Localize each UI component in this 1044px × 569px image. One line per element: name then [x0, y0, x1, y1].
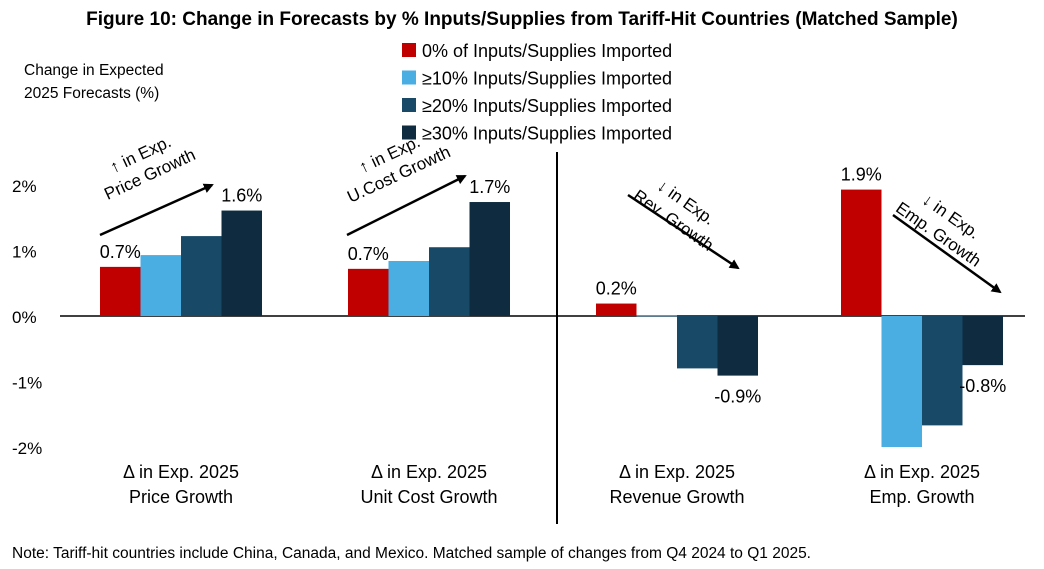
- annotation: ↑ in Exp.Price Growth: [101, 132, 198, 204]
- x-axis-categories: Δ in Exp. 2025 Price Growth Δ in Exp. 2025…: [123, 462, 980, 507]
- bar: [469, 202, 510, 316]
- data-label: 1.7%: [469, 177, 510, 197]
- y-tick-label: 0%: [12, 308, 37, 327]
- legend-swatch: [402, 98, 416, 112]
- bar: [636, 315, 677, 317]
- annotation-arrow: [346, 174, 467, 237]
- bar: [140, 255, 181, 316]
- data-label: 0.7%: [100, 242, 141, 262]
- legend-label: 0% of Inputs/Supplies Imported: [422, 41, 672, 61]
- legend: 0% of Inputs/Supplies Imported ≥10% Input…: [402, 41, 672, 144]
- bar: [181, 236, 222, 316]
- annotation-arrow: [99, 183, 214, 237]
- category-label: Revenue Growth: [609, 487, 744, 507]
- bar: [677, 316, 718, 369]
- y-axis-title: Change in Expected 2025 Forecasts (%): [24, 62, 164, 102]
- legend-swatch: [402, 43, 416, 57]
- data-label: -0.8%: [959, 376, 1006, 396]
- plot-area: [60, 152, 1025, 524]
- bar: [429, 247, 470, 316]
- y-tick-label: -2%: [12, 439, 42, 458]
- y-tick-label: -1%: [12, 374, 42, 393]
- category-label: Δ in Exp. 2025: [864, 462, 980, 482]
- category-label: Δ in Exp. 2025: [371, 462, 487, 482]
- y-axis-title-line: 2025 Forecasts (%): [24, 85, 159, 102]
- data-label: 0.2%: [596, 279, 637, 299]
- bar: [922, 316, 963, 426]
- legend-swatch: [402, 70, 416, 85]
- bar: [388, 260, 429, 316]
- bar: [221, 210, 262, 316]
- legend-label: ≥10% Inputs/Supplies Imported: [422, 69, 672, 89]
- legend-swatch: [402, 125, 416, 140]
- annotation-arrow: [627, 193, 740, 270]
- y-tick-label: 1%: [12, 243, 37, 262]
- legend-label: ≥20% Inputs/Supplies Imported: [422, 96, 672, 116]
- bar: [348, 268, 389, 316]
- data-label: 0.7%: [348, 244, 389, 264]
- annotation-arrow: [892, 213, 1002, 294]
- data-label: 1.9%: [841, 165, 882, 185]
- bar: [717, 316, 758, 376]
- data-label: -0.9%: [714, 387, 761, 407]
- category-label: Price Growth: [129, 487, 233, 507]
- data-labels: 0.7% 1.6% 0.7% 1.7% 0.2% -0.9% 1.9% -0.8%: [100, 165, 1007, 407]
- data-label: 1.6%: [221, 186, 262, 206]
- bar: [962, 316, 1003, 366]
- annotation: ↓ in Exp.Rev. Growth: [630, 176, 718, 255]
- chart-title: Figure 10: Change in Forecasts by % Inpu…: [86, 9, 958, 30]
- bar: [841, 189, 882, 316]
- y-axis: 2% 1% 0% -1% -2%: [12, 177, 42, 458]
- bar: [100, 266, 141, 316]
- category-label: Δ in Exp. 2025: [123, 462, 239, 482]
- bar: [596, 303, 637, 316]
- chart-note: Note: Tariff-hit countries include China…: [12, 545, 811, 562]
- bar: [881, 316, 922, 447]
- category-label: Δ in Exp. 2025: [619, 462, 735, 482]
- y-tick-label: 2%: [12, 177, 37, 196]
- category-label: Unit Cost Growth: [360, 487, 497, 507]
- category-label: Emp. Growth: [869, 487, 974, 507]
- y-axis-title-line: Change in Expected: [24, 62, 164, 79]
- legend-label: ≥30% Inputs/Supplies Imported: [422, 124, 672, 144]
